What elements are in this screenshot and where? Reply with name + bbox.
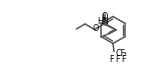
Text: O: O bbox=[102, 12, 108, 21]
Text: O: O bbox=[92, 24, 99, 33]
Text: F: F bbox=[116, 55, 120, 64]
Text: HN: HN bbox=[97, 17, 109, 26]
Text: F: F bbox=[110, 55, 114, 64]
Text: 3: 3 bbox=[122, 52, 126, 58]
Text: CF: CF bbox=[115, 49, 125, 58]
Text: F: F bbox=[122, 55, 126, 64]
